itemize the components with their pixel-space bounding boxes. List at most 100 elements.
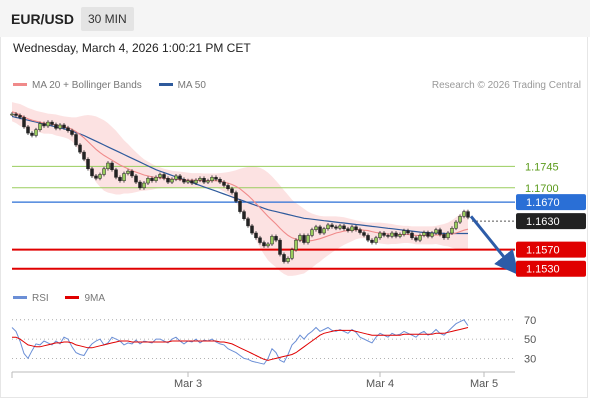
price-legend: MA 20 + Bollinger Bands MA 50: [13, 80, 220, 91]
candle-up: [462, 211, 466, 217]
candle-up: [402, 230, 406, 235]
candle-up: [206, 180, 210, 183]
candle-down: [254, 232, 258, 239]
candle-up: [38, 123, 42, 130]
candle-down: [386, 235, 390, 237]
candle-up: [418, 235, 422, 241]
candle-down: [62, 124, 66, 129]
candle-down: [130, 170, 134, 177]
candle-up: [98, 174, 102, 179]
candle-up: [146, 178, 150, 184]
candle-down: [414, 237, 418, 241]
candle-down: [410, 232, 414, 239]
rsi-ma9-line: [12, 327, 469, 361]
candle-up: [450, 228, 454, 234]
candle-up: [198, 178, 202, 181]
legend-item-rsi: RSI: [13, 293, 51, 304]
candle-up: [430, 232, 434, 237]
candle-down: [218, 178, 222, 183]
candle-up: [34, 129, 38, 136]
candle-up: [314, 226, 318, 230]
candle-down: [234, 192, 238, 202]
legend-item-ma50: MA 50: [158, 80, 206, 91]
timestamp: Wednesday, March 4, 2026 1:00:21 PM CET: [13, 41, 251, 55]
rsi-legend: RSI 9MA: [13, 293, 119, 304]
candle-down: [90, 168, 94, 177]
candle-down: [66, 127, 70, 131]
candle-up: [294, 239, 298, 250]
credit-text: Research © 2026 Trading Central: [431, 80, 581, 91]
candle-up: [122, 173, 126, 181]
candle-up: [290, 249, 294, 259]
candle-down: [114, 169, 118, 178]
candle-up: [298, 235, 302, 241]
resistance-label: 1.1745: [525, 161, 559, 173]
candle-down: [118, 177, 122, 181]
candle-down: [190, 180, 194, 184]
candle-up: [446, 232, 450, 239]
candle-up: [210, 177, 214, 181]
candle-up: [46, 121, 50, 127]
candle-up: [286, 258, 290, 262]
candle-down: [334, 226, 338, 229]
candle-down: [442, 234, 446, 239]
candle-down: [14, 113, 18, 116]
candle-up: [154, 177, 158, 181]
candle-up: [186, 180, 190, 183]
candle-up: [390, 232, 394, 237]
candle-down: [382, 232, 386, 236]
candle-up: [102, 168, 106, 175]
candle-down: [242, 211, 246, 219]
candle-down: [30, 132, 34, 136]
candle-up: [174, 175, 178, 180]
candle-down: [282, 254, 286, 262]
candle-up: [458, 216, 462, 223]
candle-down: [202, 178, 206, 183]
rsi-tick-label: 50: [524, 334, 536, 346]
timeframe-badge[interactable]: 30 MIN: [81, 7, 134, 31]
candle-up: [338, 225, 342, 229]
candle-down: [366, 235, 370, 241]
candle-down: [50, 121, 54, 125]
legend-swatch: [13, 295, 27, 299]
candle-down: [222, 181, 226, 186]
candle-down: [318, 226, 322, 234]
legend-label: 9MA: [84, 293, 106, 304]
candle-down: [342, 225, 346, 229]
candle-down: [214, 177, 218, 180]
candle-up: [378, 232, 382, 239]
legend-swatch: [65, 295, 80, 299]
candle-down: [178, 175, 182, 180]
candle-down: [246, 218, 250, 227]
pivot-tag: [516, 194, 586, 211]
candle-down: [370, 239, 374, 243]
x-tick-label: Mar 3: [174, 378, 202, 390]
candle-down: [182, 178, 186, 183]
rsi-line: [11, 319, 469, 365]
candle-up: [158, 174, 162, 178]
candle-down: [330, 224, 334, 228]
candle-down: [18, 115, 22, 118]
resistance-label: 1.1700: [525, 183, 559, 195]
candle-up: [434, 229, 438, 234]
rsi-tick-label: 30: [524, 353, 536, 365]
candle-down: [358, 229, 362, 233]
candle-down: [466, 211, 470, 218]
candle-up: [126, 170, 130, 174]
candle-down: [166, 178, 170, 183]
rsi-tick-label: 70: [524, 315, 536, 327]
x-tick-label: Mar 4: [366, 378, 394, 390]
candle-up: [194, 179, 198, 184]
candle-down: [42, 123, 46, 127]
candle-down: [54, 124, 58, 129]
legend-item-ma20-bollinger: MA 20 + Bollinger Bands: [13, 80, 145, 91]
candle-down: [346, 228, 350, 231]
support-label: 1.1570: [526, 245, 560, 257]
candle-down: [162, 174, 166, 179]
candle-down: [82, 151, 86, 160]
candle-down: [94, 175, 98, 179]
candle-up: [170, 178, 174, 183]
last-price-tag: [516, 213, 586, 230]
candle-down: [26, 126, 30, 134]
